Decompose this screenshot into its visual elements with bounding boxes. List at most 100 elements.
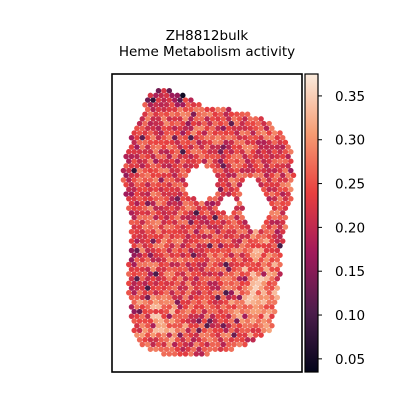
tissue-spot xyxy=(174,214,181,221)
tissue-spot xyxy=(182,97,189,103)
tissue-spot xyxy=(188,238,194,244)
tissue-spot xyxy=(131,327,137,334)
tissue-spot xyxy=(231,285,237,291)
tissue-spot xyxy=(169,346,175,352)
tissue-spot xyxy=(255,261,262,268)
tissue-spot xyxy=(277,214,283,221)
tissue-spot xyxy=(231,304,237,310)
tissue-spot xyxy=(182,200,189,207)
tissue-spot xyxy=(212,290,218,296)
tissue-spot xyxy=(128,144,135,150)
tissue-spot xyxy=(258,332,264,338)
tissue-spot xyxy=(250,167,256,174)
tissue-spot xyxy=(158,92,164,99)
tissue-spot xyxy=(150,238,156,244)
tissue-spot xyxy=(209,266,216,273)
tissue-spot xyxy=(188,322,194,329)
tissue-spot xyxy=(228,308,235,315)
tissue-spot xyxy=(169,327,175,334)
tissue-spot xyxy=(153,120,159,127)
tissue-spot xyxy=(163,120,170,127)
tissue-spot xyxy=(120,167,127,174)
tissue-spot xyxy=(126,149,132,155)
tissue-spot xyxy=(142,149,148,155)
tissue-spot xyxy=(236,172,243,179)
tissue-spot xyxy=(196,111,202,117)
tissue-spot xyxy=(279,210,286,216)
tissue-spot xyxy=(131,308,137,315)
tissue-spot xyxy=(198,125,205,132)
tissue-spot xyxy=(266,280,272,287)
tissue-spot xyxy=(185,346,191,352)
tissue-spot xyxy=(288,177,294,183)
tissue-spot xyxy=(139,275,146,282)
tissue-spot xyxy=(150,304,156,310)
tissue-spot xyxy=(209,313,216,320)
tissue-spot xyxy=(244,318,251,324)
tissue-spot xyxy=(274,266,281,273)
tissue-spot xyxy=(271,280,278,287)
tissue-spot xyxy=(144,153,151,160)
tissue-spot xyxy=(174,224,181,230)
tissue-spot xyxy=(144,341,151,348)
tissue-spot xyxy=(142,196,148,202)
tissue-spot xyxy=(215,200,221,207)
tissue-spot xyxy=(128,285,135,291)
tissue-spot xyxy=(193,351,200,357)
tissue-spot xyxy=(217,299,224,305)
tissue-spot xyxy=(144,144,151,150)
tissue-spot xyxy=(288,158,294,164)
tissue-spot xyxy=(155,106,162,113)
tissue-spot xyxy=(220,332,227,338)
tissue-spot xyxy=(234,280,240,287)
tissue-spot xyxy=(234,149,240,155)
tissue-spot xyxy=(234,271,240,277)
tissue-spot xyxy=(153,149,159,155)
tissue-spot xyxy=(274,134,281,141)
tissue-spot xyxy=(161,172,167,179)
tissue-spot xyxy=(147,327,154,334)
tissue-spot xyxy=(171,257,178,263)
tissue-spot xyxy=(234,205,240,211)
tissue-spot xyxy=(182,341,189,348)
tissue-spot xyxy=(204,351,210,357)
tissue-spot xyxy=(142,271,148,277)
tissue-spot xyxy=(234,252,240,258)
tissue-spot xyxy=(236,144,243,150)
tissue-spot xyxy=(279,219,286,226)
tissue-spot xyxy=(247,134,254,141)
tissue-spot xyxy=(274,219,281,226)
tissue-spot xyxy=(177,191,183,197)
tissue-spot xyxy=(150,181,156,188)
tissue-spot xyxy=(169,158,175,164)
tissue-spot xyxy=(144,191,151,197)
tissue-spot xyxy=(166,172,173,179)
tissue-spot xyxy=(255,308,262,315)
tissue-spot xyxy=(271,196,278,202)
tissue-spot xyxy=(177,313,183,320)
tissue-spot xyxy=(234,233,240,240)
tissue-spot xyxy=(231,257,237,263)
tissue-spot xyxy=(201,224,208,230)
tissue-spot xyxy=(128,313,135,320)
tissue-spot xyxy=(198,304,205,310)
tissue-spot xyxy=(171,285,178,291)
tissue-spot xyxy=(209,228,216,235)
tissue-spot xyxy=(185,158,191,164)
tissue-spot xyxy=(185,233,191,240)
tissue-spot xyxy=(153,308,159,315)
tissue-spot xyxy=(261,186,267,193)
tissue-spot xyxy=(131,233,137,240)
tissue-spot xyxy=(252,144,259,150)
tissue-spot xyxy=(220,238,227,244)
tissue-spot xyxy=(271,167,278,174)
tissue-spot xyxy=(139,247,146,254)
tissue-spot xyxy=(142,337,148,343)
tissue-spot xyxy=(231,163,237,169)
tissue-spot xyxy=(207,261,213,268)
tissue-spot xyxy=(269,134,275,141)
tissue-spot xyxy=(174,111,181,117)
tissue-spot xyxy=(217,167,224,174)
tissue-spot xyxy=(185,280,191,287)
tissue-spot xyxy=(239,308,245,315)
